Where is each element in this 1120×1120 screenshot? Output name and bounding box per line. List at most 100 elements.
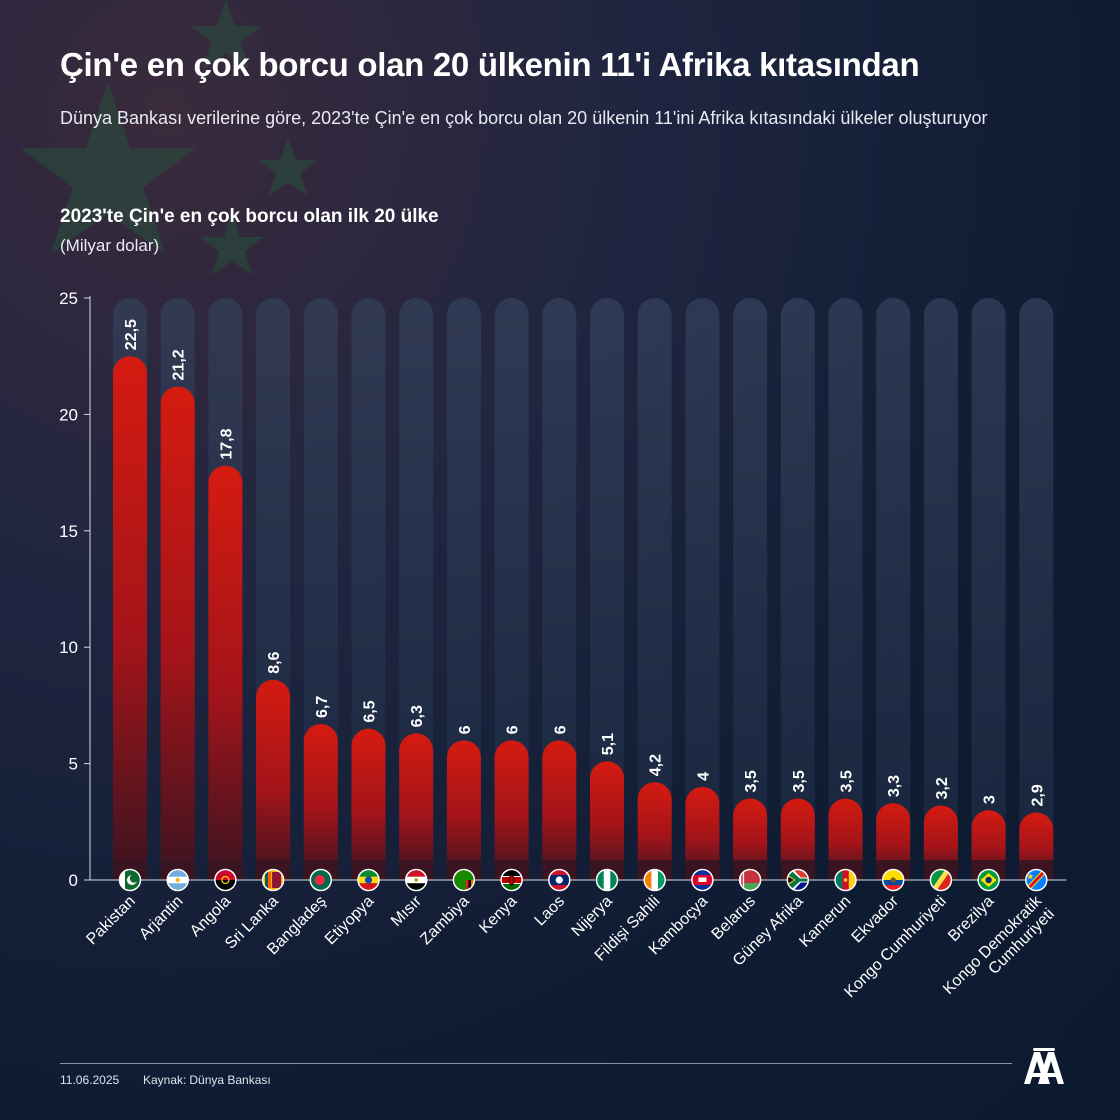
chart-unit-label: (Milyar dolar) bbox=[60, 236, 160, 255]
value-label: 4 bbox=[695, 772, 712, 781]
bar-pakistan bbox=[113, 356, 147, 880]
category-label: Kongo DemokratikCumhuriyeti bbox=[940, 892, 1059, 1011]
category-label: Pakistan bbox=[83, 893, 138, 948]
argentina-flag-icon bbox=[166, 868, 189, 892]
bar-track bbox=[733, 298, 768, 880]
bar-track bbox=[590, 298, 624, 880]
bar-track bbox=[923, 298, 958, 880]
bar-angola bbox=[208, 465, 243, 880]
y-tick-label: 0 bbox=[69, 871, 78, 890]
footer-source-value: Dünya Bankası bbox=[189, 1073, 271, 1087]
bar-belarus bbox=[733, 798, 768, 880]
bar-bangladeş bbox=[303, 724, 338, 880]
value-label: 22,5 bbox=[123, 319, 140, 350]
y-tick-label: 20 bbox=[59, 405, 78, 424]
footer-source-label: Kaynak: bbox=[143, 1073, 187, 1087]
category-label: Zambiya bbox=[417, 893, 472, 948]
bar-etiyopya bbox=[351, 728, 386, 880]
bar-track bbox=[971, 298, 1006, 880]
cameroon-flag-icon bbox=[834, 868, 857, 892]
bar-ekvador bbox=[876, 803, 911, 880]
value-label: 5,1 bbox=[600, 733, 617, 755]
bar-nijerya bbox=[590, 761, 624, 880]
category-label: Arjantin bbox=[136, 893, 186, 943]
value-label: 3,2 bbox=[934, 777, 951, 799]
y-tick-label: 15 bbox=[59, 522, 78, 541]
category-label: Kamerun bbox=[796, 893, 854, 951]
belarus-flag-icon bbox=[738, 868, 762, 892]
angola-flag-icon bbox=[214, 868, 237, 892]
category-label: Kenya bbox=[476, 893, 520, 937]
footer-date: 11.06.2025 bbox=[60, 1073, 120, 1087]
dr-congo-flag-icon bbox=[1025, 868, 1048, 892]
bar-mısır bbox=[399, 733, 434, 880]
ivory-coast-flag-icon bbox=[643, 868, 666, 892]
bar-track bbox=[780, 298, 815, 880]
ecuador-flag-icon bbox=[881, 868, 905, 892]
bar-track bbox=[685, 298, 720, 880]
sri-lanka-flag-icon bbox=[261, 868, 285, 892]
egypt-flag-icon bbox=[404, 868, 428, 892]
value-label: 17,8 bbox=[218, 428, 235, 459]
bar-kamerun bbox=[828, 798, 863, 880]
south-africa-flag-icon bbox=[786, 868, 810, 892]
y-tick-label: 10 bbox=[59, 638, 78, 657]
footer-source: Kaynak: Dünya Bankası bbox=[143, 1073, 271, 1087]
page-title: Çin'e en çok borcu olan 20 ülkenin 11'i … bbox=[60, 46, 920, 83]
value-label: 6,5 bbox=[362, 700, 379, 722]
footer-divider bbox=[60, 1063, 1012, 1064]
value-label: 4,2 bbox=[648, 754, 665, 776]
bar-kamboçya bbox=[685, 786, 720, 880]
bangladesh-flag-icon bbox=[309, 868, 333, 892]
y-tick-label: 5 bbox=[69, 755, 78, 774]
value-label: 6 bbox=[552, 725, 569, 734]
zambia-flag-icon bbox=[452, 868, 476, 892]
category-label: Angola bbox=[187, 893, 234, 940]
value-label: 6 bbox=[457, 725, 474, 734]
category-label: Nijerya bbox=[569, 893, 616, 940]
bar-kenya bbox=[494, 740, 529, 880]
bar-track bbox=[876, 298, 911, 880]
bar-track bbox=[399, 298, 434, 880]
ethiopia-flag-icon bbox=[357, 868, 380, 892]
bar-arjantin bbox=[160, 386, 195, 880]
chart-title: 2023'te Çin'e en çok borcu olan ilk 20 ü… bbox=[60, 206, 439, 227]
bar-track bbox=[542, 298, 577, 880]
bar-sri-lanka bbox=[256, 679, 291, 880]
laos-flag-icon bbox=[548, 868, 571, 892]
value-label: 3,5 bbox=[743, 770, 760, 792]
value-label: 6,3 bbox=[409, 705, 426, 727]
bar-track bbox=[1019, 298, 1054, 880]
value-label: 6,7 bbox=[314, 696, 331, 718]
value-label: 3,5 bbox=[839, 770, 856, 792]
value-label: 3,5 bbox=[791, 770, 808, 792]
bar-chart: 0 5 10 15 20 25 22,5 Pakistan 21,2 Arjantin 17,8 A… bbox=[59, 289, 1067, 1011]
bar-track bbox=[494, 298, 529, 880]
kenya-flag-icon bbox=[500, 868, 523, 892]
category-label: Laos bbox=[532, 893, 569, 930]
bar-laos bbox=[542, 740, 577, 880]
bar-track bbox=[637, 298, 672, 880]
category-label: Etiyopya bbox=[322, 893, 377, 948]
bar-fildişi-sahili bbox=[637, 782, 672, 880]
value-label: 3,3 bbox=[886, 775, 903, 797]
pakistan-flag-icon bbox=[118, 868, 142, 892]
bar-track bbox=[446, 298, 481, 880]
value-label: 3 bbox=[982, 795, 999, 804]
nigeria-flag-icon bbox=[595, 868, 619, 892]
bar-zambiya bbox=[446, 740, 481, 880]
cambodia-flag-icon bbox=[691, 868, 714, 892]
value-label: 8,6 bbox=[266, 651, 283, 673]
background-star-icon bbox=[20, 0, 318, 276]
brazil-flag-icon bbox=[977, 868, 1000, 892]
value-label: 21,2 bbox=[171, 349, 188, 380]
page-subtitle: Dünya Bankası verilerine göre, 2023'te Ç… bbox=[60, 108, 988, 128]
y-tick-label: 25 bbox=[59, 289, 78, 308]
value-label: 6 bbox=[505, 725, 522, 734]
bar-track bbox=[828, 298, 863, 880]
congo-flag-icon bbox=[929, 868, 953, 892]
bar-güney-afrika bbox=[780, 798, 815, 880]
category-label: Mısır bbox=[388, 892, 426, 930]
aa-logo-icon bbox=[1024, 1048, 1064, 1084]
value-label: 2,9 bbox=[1029, 784, 1046, 806]
